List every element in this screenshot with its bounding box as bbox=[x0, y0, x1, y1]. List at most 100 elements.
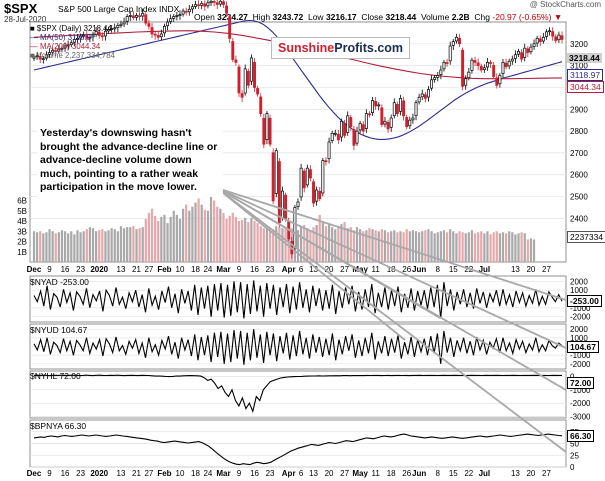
candle-body bbox=[408, 119, 412, 127]
candle-body bbox=[221, 1, 225, 5]
volume-bar bbox=[523, 233, 526, 262]
volume-bar bbox=[42, 233, 45, 262]
x-axis-label-top: 11 bbox=[371, 265, 380, 274]
candle-body bbox=[125, 16, 129, 22]
volume-bar bbox=[138, 228, 141, 262]
candle-body bbox=[548, 30, 552, 33]
candle-body bbox=[156, 35, 160, 38]
x-axis-label-top: 23 bbox=[266, 265, 275, 274]
candle-body bbox=[100, 35, 104, 38]
volume-bar bbox=[63, 231, 67, 262]
candle-body bbox=[423, 94, 427, 99]
nyhl-tick-label: -1000 bbox=[570, 386, 591, 395]
x-axis-label-top: 9 bbox=[47, 265, 52, 274]
chg-down-arrow-icon: ▼ bbox=[553, 12, 563, 22]
x-axis-label-top: Apr bbox=[282, 265, 296, 274]
candle-body bbox=[284, 194, 288, 219]
volume-bar bbox=[452, 231, 455, 262]
x-axis-label-top: 18 bbox=[191, 265, 200, 274]
volume-bar bbox=[206, 210, 210, 262]
volume-bar bbox=[362, 231, 365, 262]
x-axis-label-top: 13 bbox=[511, 265, 520, 274]
candle-body bbox=[327, 141, 331, 160]
legend-price: ■ $SPX (Daily) 3218.44 bbox=[30, 24, 112, 33]
candle-body bbox=[38, 55, 42, 60]
candle-body bbox=[312, 181, 315, 204]
volume-bar bbox=[514, 234, 517, 262]
volume-bar bbox=[188, 210, 191, 262]
x-axis-label-top: 2020 bbox=[90, 265, 108, 274]
volume-bar bbox=[492, 232, 495, 262]
volume-bar bbox=[442, 230, 446, 262]
volume-bar bbox=[427, 229, 430, 262]
volume-bar bbox=[473, 233, 477, 262]
candle-body bbox=[48, 52, 51, 55]
x-axis-label-bottom: 16 bbox=[250, 469, 259, 478]
candle-body bbox=[147, 23, 151, 27]
volume-bar bbox=[430, 231, 433, 262]
candle-body bbox=[333, 132, 337, 135]
candle-body bbox=[200, 3, 204, 6]
candle-body bbox=[76, 38, 79, 40]
candle-body bbox=[63, 45, 67, 49]
candle-body bbox=[271, 152, 275, 202]
candle-body bbox=[277, 161, 281, 224]
volume-bar bbox=[408, 231, 411, 262]
candle-body bbox=[426, 89, 430, 98]
candle-body bbox=[448, 45, 452, 62]
volume-bar bbox=[529, 238, 533, 262]
volume-bar bbox=[185, 204, 188, 262]
volume-bar bbox=[147, 212, 151, 262]
volume-bar bbox=[296, 230, 300, 262]
candle-body bbox=[110, 28, 114, 30]
x-axis-label-bottom: 13 bbox=[117, 469, 126, 478]
volume-tick-label: 4B bbox=[17, 217, 27, 226]
candle-body bbox=[405, 117, 409, 128]
volume-bar bbox=[414, 231, 418, 262]
x-axis-label-bottom: 13 bbox=[511, 469, 520, 478]
x-axis-label-top: May bbox=[352, 265, 368, 274]
volume-bar bbox=[396, 232, 399, 262]
volume-bar bbox=[60, 230, 64, 262]
volume-bar bbox=[57, 232, 60, 262]
volume-bar bbox=[194, 202, 197, 262]
volume-bar bbox=[439, 231, 442, 262]
volume-bar bbox=[278, 227, 281, 262]
volume-bar bbox=[390, 231, 393, 262]
candle-body bbox=[172, 16, 176, 19]
candle-body bbox=[349, 117, 353, 128]
volume-bar bbox=[458, 231, 461, 262]
candle-body bbox=[141, 12, 145, 17]
candle-body bbox=[541, 36, 545, 42]
nyhl-tick-label: 0 bbox=[570, 372, 575, 381]
volume-bar bbox=[486, 231, 489, 262]
candle-body bbox=[346, 115, 350, 133]
candle-body bbox=[237, 66, 241, 94]
candle-body bbox=[489, 62, 493, 64]
x-axis-label-bottom: Mar bbox=[216, 469, 230, 478]
candle-body bbox=[343, 123, 347, 136]
volume-bar bbox=[526, 239, 529, 262]
candle-body bbox=[361, 124, 365, 132]
volume-bar bbox=[418, 232, 421, 262]
x-axis-label-top: 18 bbox=[387, 265, 396, 274]
candle-body bbox=[72, 39, 76, 43]
volume-bar bbox=[209, 195, 213, 262]
volume-bar bbox=[386, 232, 390, 262]
candle-body bbox=[430, 79, 434, 89]
volume-bar bbox=[234, 216, 237, 262]
candle-body bbox=[299, 167, 303, 198]
candle-body bbox=[305, 167, 309, 186]
volume-bar bbox=[352, 230, 356, 262]
x-axis-label-top: Jul bbox=[479, 265, 491, 274]
x-axis-label-top: Dec bbox=[27, 265, 42, 274]
volume-bar bbox=[268, 228, 272, 262]
volume-bar bbox=[383, 230, 387, 262]
volume-bar bbox=[405, 229, 408, 262]
volume-bar bbox=[480, 231, 483, 262]
candle-body bbox=[442, 62, 446, 70]
candle-body bbox=[420, 93, 424, 98]
candle-body bbox=[150, 27, 154, 35]
candle-body bbox=[60, 47, 64, 50]
volume-bar bbox=[321, 221, 324, 262]
